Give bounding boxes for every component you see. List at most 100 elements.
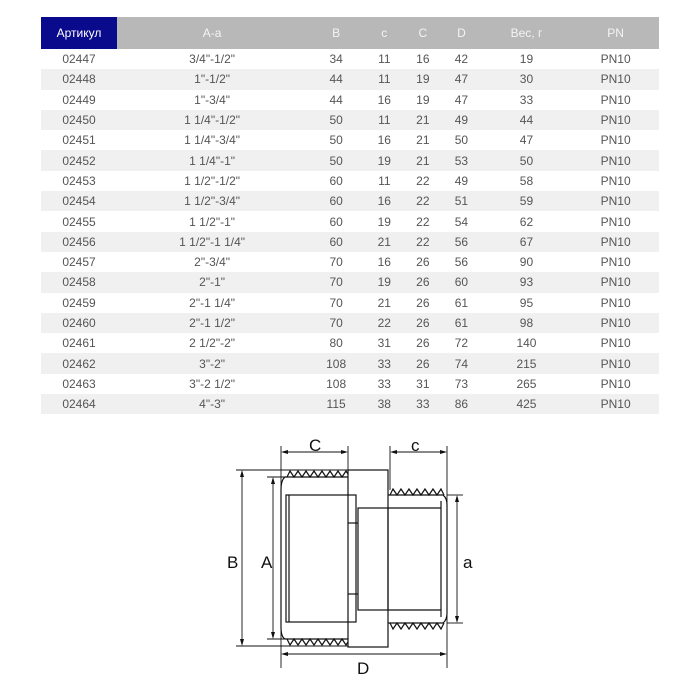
column-header: B (307, 17, 366, 49)
table-cell: 60 (329, 173, 343, 188)
table-cell: 1"-1/2" (117, 69, 308, 90)
table-cell: 2"-1 1/2" (117, 312, 308, 334)
table-row: 02461 2 1/2"-2" 80 31 26 72 140 PN10 (41, 333, 659, 353)
table-cell: 44 (307, 69, 366, 90)
table-row: 02449 1"-3/4" 44 16 19 47 33 PN10 (41, 90, 659, 110)
table-cell: PN10 (572, 231, 659, 252)
table-cell: PN10 (572, 312, 659, 334)
table-cell: 140 (516, 336, 537, 351)
table-cell: 2"-1 1/4" (189, 295, 236, 310)
table-cell: 70 (329, 255, 343, 270)
table-cell: PN10 (600, 336, 631, 351)
table-cell: 1 1/2"-1 1/4" (117, 231, 308, 252)
table-cell: 62 (519, 214, 534, 229)
table-cell: PN10 (600, 376, 631, 391)
table-cell: 02464 (41, 394, 117, 415)
table-cell: 95 (519, 295, 534, 310)
table-cell: PN10 (572, 272, 659, 293)
table-cell: 70 (329, 295, 343, 310)
table-cell: 56 (442, 231, 481, 252)
table-cell: 70 (307, 312, 366, 334)
table-cell: 93 (480, 272, 573, 293)
table-cell: 47 (519, 133, 534, 148)
table-cell: 16 (416, 52, 430, 67)
table-cell: 02452 (41, 150, 117, 171)
table-row: 02459 2"-1 1/4" 70 21 26 61 95 PN10 (41, 293, 659, 313)
table-cell: 1 1/4"-1/2" (117, 109, 308, 131)
table-cell: 49 (442, 109, 481, 131)
table-cell: 70 (307, 272, 366, 293)
table-cell: 21 (403, 109, 443, 131)
table-cell: 22 (403, 231, 443, 252)
table-cell: PN10 (600, 133, 631, 148)
column-header: Вес, г (480, 17, 573, 49)
table-row: 02456 1 1/2"-1 1/4" 60 21 22 56 67 PN10 (41, 231, 659, 252)
table-cell: 50 (454, 133, 469, 148)
table-cell: 2"-3/4" (194, 255, 231, 270)
table-cell: 50 (480, 150, 573, 171)
table-cell: 30 (480, 69, 573, 90)
table-row: 02460 2"-1 1/2" 70 22 26 61 98 PN10 (41, 312, 659, 334)
table-cell: 61 (442, 312, 481, 334)
table-row: 02453 1 1/2"-1/2" 60 11 22 49 58 PN10 (41, 171, 659, 191)
table-cell: 49 (454, 173, 469, 188)
table-cell: 26 (416, 255, 430, 270)
table-cell: 61 (454, 295, 469, 310)
table-cell: PN10 (572, 394, 659, 415)
column-header: D (442, 17, 481, 49)
table-cell: 50 (329, 133, 343, 148)
table-cell: 31 (377, 336, 391, 351)
table-row: 02454 1 1/2"-3/4" 60 16 22 51 59 PN10 (41, 191, 659, 212)
table-cell: 02463 (62, 376, 96, 391)
table-cell: 42 (454, 52, 469, 67)
label-D: D (357, 659, 369, 678)
label-A: A (261, 553, 273, 572)
table-cell: 115 (307, 394, 366, 415)
table-cell: 21 (377, 295, 391, 310)
table-cell: 1 1/2"-3/4" (117, 191, 308, 212)
table-cell: 1 1/2"-1/2" (184, 173, 241, 188)
table-cell: 02460 (41, 312, 117, 334)
table-cell: 44 (329, 92, 343, 107)
table-cell: 73 (454, 376, 469, 391)
table-cell: 22 (416, 214, 430, 229)
table-cell: 51 (442, 191, 481, 212)
table-cell: 215 (480, 353, 573, 374)
table-cell: 02450 (41, 109, 117, 131)
table-cell: 38 (365, 394, 404, 415)
table-row: 02457 2"-3/4" 70 16 26 56 90 PN10 (41, 252, 659, 272)
table-cell: 26 (416, 336, 430, 351)
table-cell: PN10 (600, 173, 631, 188)
table-cell: 90 (519, 255, 534, 270)
table-cell: 56 (454, 255, 469, 270)
table-cell: 02448 (41, 69, 117, 90)
table-cell: 58 (519, 173, 534, 188)
table-cell: 26 (403, 353, 443, 374)
table-cell: 108 (307, 353, 366, 374)
table-cell: 2"-1" (117, 272, 308, 293)
column-header: c (365, 17, 404, 49)
table-cell: 11 (365, 109, 404, 131)
table-cell: 50 (307, 109, 366, 131)
table-cell: 54 (454, 214, 469, 229)
table-cell: 80 (329, 336, 343, 351)
table-row: 02462 3"-2" 108 33 26 74 215 PN10 (41, 353, 659, 374)
table-cell: 26 (403, 312, 443, 334)
column-header: PN (572, 17, 659, 49)
table-cell: 34 (329, 52, 343, 67)
table-row: 02448 1"-1/2" 44 11 19 47 30 PN10 (41, 69, 659, 90)
table-cell: 16 (377, 133, 391, 148)
table-cell: 19 (365, 272, 404, 293)
column-header: A-a (117, 17, 308, 49)
table-cell: 22 (365, 312, 404, 334)
table-cell: 11 (378, 173, 391, 188)
table-row: 02452 1 1/4"-1" 50 19 21 53 50 PN10 (41, 150, 659, 171)
table-cell: 1 1/4"-1" (117, 150, 308, 171)
table-cell: PN10 (572, 353, 659, 374)
table-cell: 33 (519, 92, 534, 107)
table-row: 02450 1 1/4"-1/2" 50 11 21 49 44 PN10 (41, 109, 659, 131)
table-row: 02458 2"-1" 70 19 26 60 93 PN10 (41, 272, 659, 293)
table-cell: 02455 (62, 214, 96, 229)
